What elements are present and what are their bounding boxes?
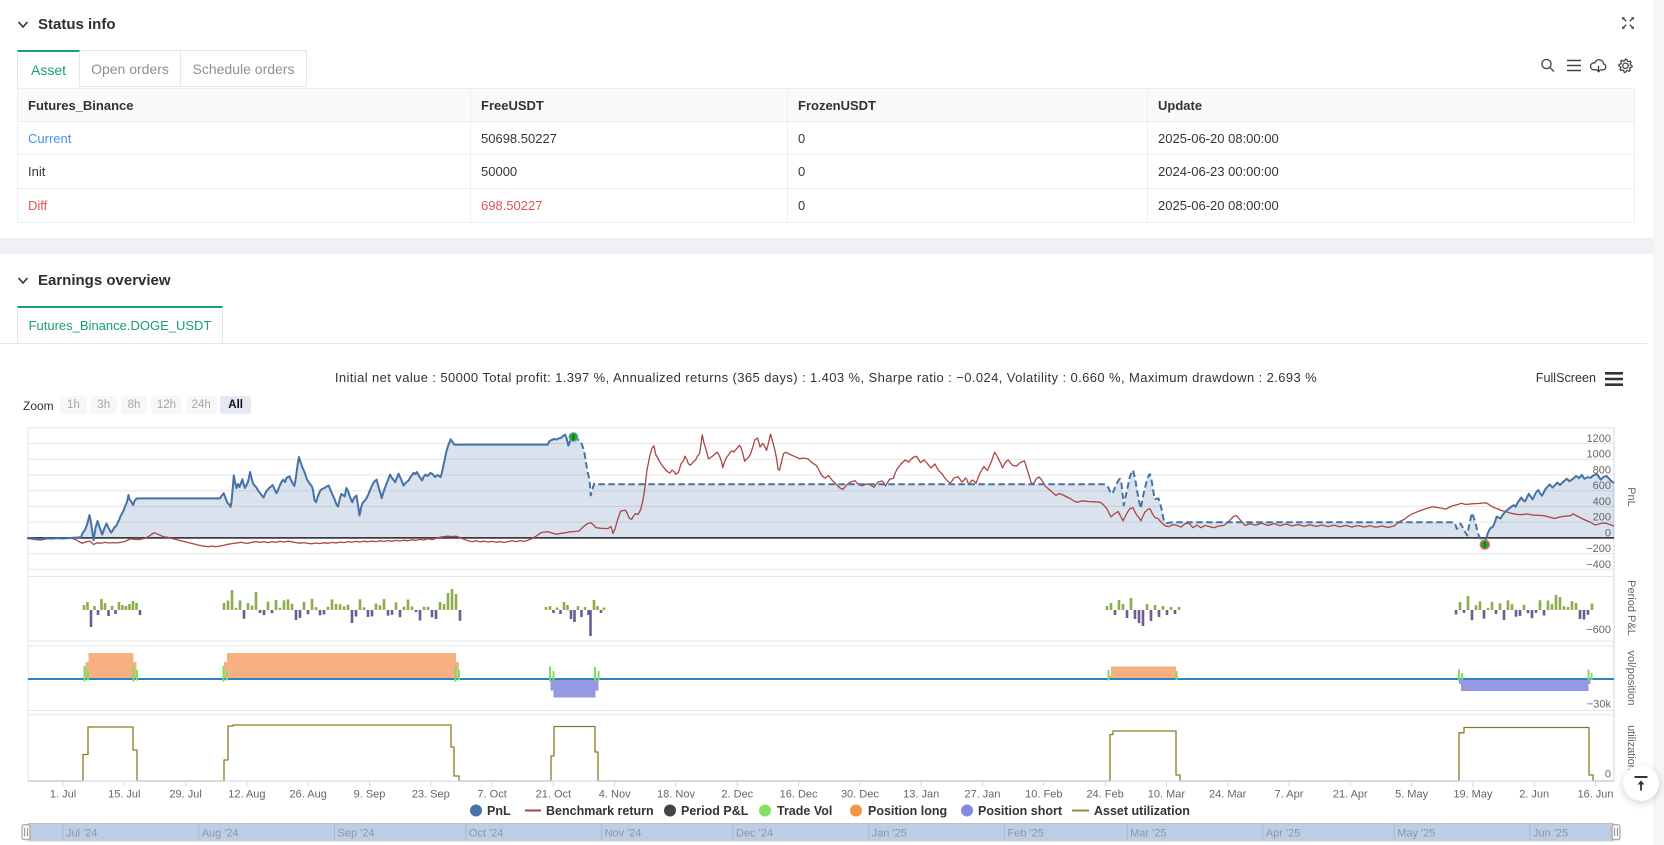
svg-text:30. Dec: 30. Dec	[841, 789, 879, 801]
svg-text:0: 0	[1605, 769, 1611, 781]
svg-text:13. Jan: 13. Jan	[903, 789, 939, 801]
svg-text:1200: 1200	[1587, 433, 1611, 445]
svg-text:Trade Vol: Trade Vol	[777, 804, 832, 818]
svg-text:Aug '24: Aug '24	[202, 828, 239, 840]
svg-text:10. Feb: 10. Feb	[1025, 789, 1062, 801]
svg-text:−30k: −30k	[1587, 699, 1612, 711]
svg-text:27. Jan: 27. Jan	[964, 789, 1000, 801]
svg-text:4. Nov: 4. Nov	[599, 789, 631, 801]
svg-text:19. May: 19. May	[1453, 789, 1493, 801]
svg-text:2. Jun: 2. Jun	[1519, 789, 1549, 801]
svg-text:PnL: PnL	[487, 804, 511, 818]
svg-text:800: 800	[1593, 465, 1611, 477]
svg-text:Period P&L: Period P&L	[681, 804, 749, 818]
svg-text:7. Oct: 7. Oct	[477, 789, 506, 801]
svg-text:−600: −600	[1586, 624, 1611, 636]
svg-text:2. Dec: 2. Dec	[721, 789, 753, 801]
svg-text:16. Jun: 16. Jun	[1577, 789, 1613, 801]
svg-text:15. Jul: 15. Jul	[108, 789, 140, 801]
svg-text:16. Dec: 16. Dec	[780, 789, 818, 801]
svg-text:Jun '25: Jun '25	[1533, 828, 1568, 840]
svg-text:12. Aug: 12. Aug	[228, 789, 265, 801]
svg-text:18. Nov: 18. Nov	[657, 789, 695, 801]
svg-text:May '25: May '25	[1397, 828, 1435, 840]
svg-text:Oct '24: Oct '24	[469, 828, 504, 840]
svg-text:−400: −400	[1586, 559, 1611, 571]
svg-text:21. Apr: 21. Apr	[1333, 789, 1368, 801]
svg-text:23. Sep: 23. Sep	[412, 789, 450, 801]
svg-text:utilization: utilization	[1625, 725, 1637, 771]
svg-text:600: 600	[1593, 480, 1611, 492]
svg-text:Asset utilization: Asset utilization	[1094, 804, 1190, 818]
svg-text:Jul '24: Jul '24	[66, 828, 97, 840]
svg-text:Dec '24: Dec '24	[736, 828, 773, 840]
svg-text:10. Mar: 10. Mar	[1148, 789, 1186, 801]
svg-text:Jan '25: Jan '25	[872, 828, 907, 840]
svg-text:0: 0	[1605, 527, 1611, 539]
svg-text:PnL: PnL	[1625, 487, 1637, 507]
svg-text:200: 200	[1593, 512, 1611, 524]
svg-text:Position long: Position long	[868, 804, 947, 818]
svg-text:1. Jul: 1. Jul	[50, 789, 76, 801]
svg-text:7. Apr: 7. Apr	[1275, 789, 1304, 801]
svg-text:400: 400	[1593, 496, 1611, 508]
svg-text:21. Oct: 21. Oct	[536, 789, 571, 801]
svg-text:−200: −200	[1586, 543, 1611, 555]
svg-text:Feb '25: Feb '25	[1008, 828, 1044, 840]
svg-text:1000: 1000	[1587, 449, 1611, 461]
svg-text:26. Aug: 26. Aug	[290, 789, 327, 801]
svg-text:5. May: 5. May	[1395, 789, 1429, 801]
svg-text:Benchmark return: Benchmark return	[546, 804, 654, 818]
svg-text:Apr '25: Apr '25	[1266, 828, 1301, 840]
svg-text:Nov '24: Nov '24	[605, 828, 642, 840]
svg-text:24. Feb: 24. Feb	[1086, 789, 1123, 801]
svg-text:29. Jul: 29. Jul	[169, 789, 201, 801]
svg-text:Sep '24: Sep '24	[338, 828, 375, 840]
svg-text:Mar '25: Mar '25	[1130, 828, 1166, 840]
svg-text:24. Mar: 24. Mar	[1209, 789, 1247, 801]
svg-text:Period P&L: Period P&L	[1625, 580, 1637, 636]
svg-text:vol/position: vol/position	[1625, 650, 1637, 705]
svg-text:Position short: Position short	[978, 804, 1063, 818]
svg-text:9. Sep: 9. Sep	[354, 789, 386, 801]
